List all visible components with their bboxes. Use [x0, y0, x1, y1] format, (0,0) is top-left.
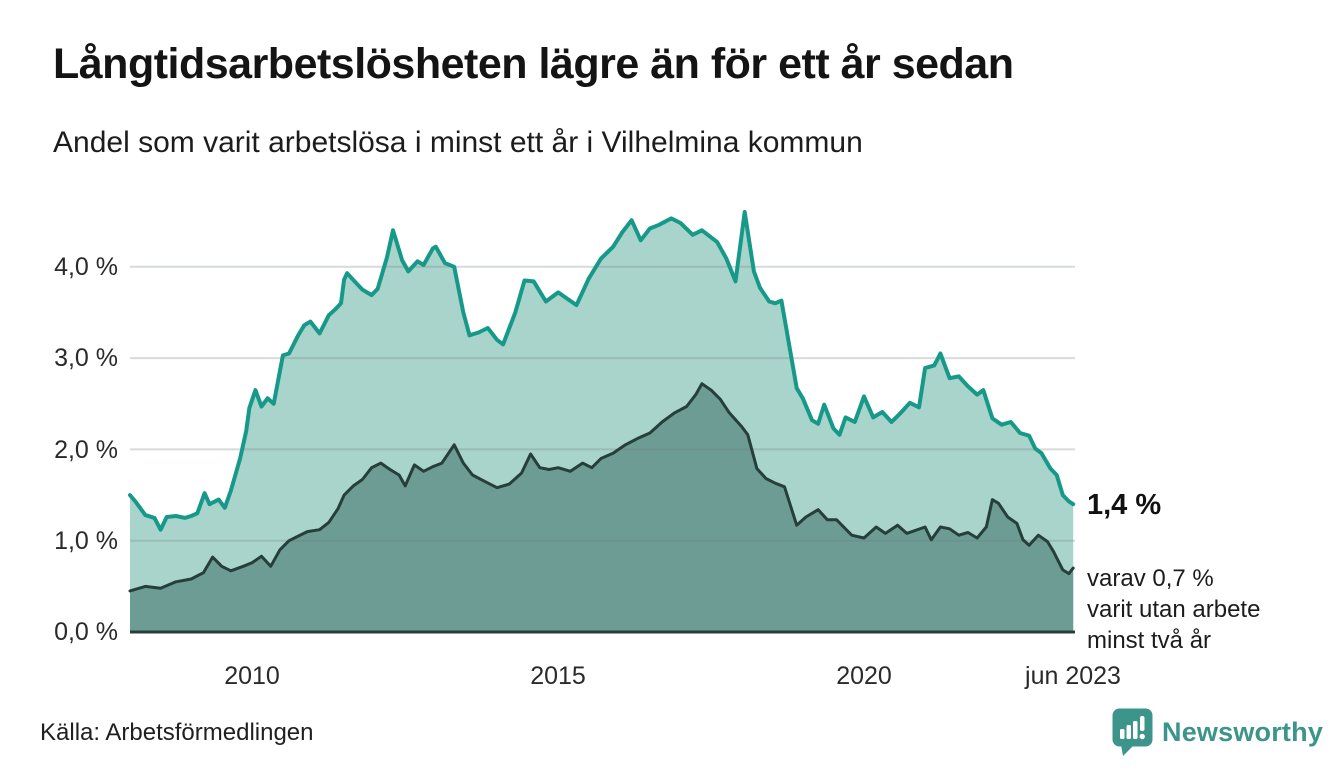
annotation-line: varav 0,7 %: [1087, 565, 1214, 592]
x-axis-tick: jun 2023: [1025, 662, 1121, 690]
x-axis-tick: 2010: [224, 662, 280, 690]
y-axis-tick: 4,0 %: [54, 253, 118, 281]
latest-subvalue-label: varav 0,7 % varit utan arbete minst två …: [1087, 563, 1317, 656]
y-axis-tick: 1,0 %: [54, 527, 118, 555]
source-credit: Källa: Arbetsförmedlingen: [40, 719, 314, 746]
latest-value-label: 1,4 %: [1087, 489, 1162, 521]
y-axis-tick: 0,0 %: [54, 618, 118, 646]
chart-subtitle: Andel som varit arbetslösa i minst ett å…: [53, 126, 863, 159]
page-title: Långtidsarbetslösheten lägre än för ett …: [53, 40, 1014, 88]
series-line-minst-ett-ar: [128, 210, 1076, 532]
annotation-line: minst två år: [1087, 627, 1212, 654]
series-line-minst-tva-ar: [128, 382, 1075, 593]
annotation-line: varit utan arbete: [1087, 596, 1261, 623]
y-axis-tick: 2,0 %: [54, 436, 118, 464]
y-axis-tick: 3,0 %: [54, 344, 118, 372]
x-axis-tick: 2015: [530, 662, 586, 690]
series-area-minst-tva-ar: [130, 383, 1074, 632]
newsworthy-logo-text: Newsworthy: [1162, 716, 1324, 747]
newsworthy-logo-icon: [1112, 708, 1153, 756]
newsworthy-logo: Newsworthy: [1112, 707, 1323, 757]
x-axis-tick: 2020: [836, 662, 892, 690]
series-area-minst-ett-ar: [130, 212, 1074, 632]
